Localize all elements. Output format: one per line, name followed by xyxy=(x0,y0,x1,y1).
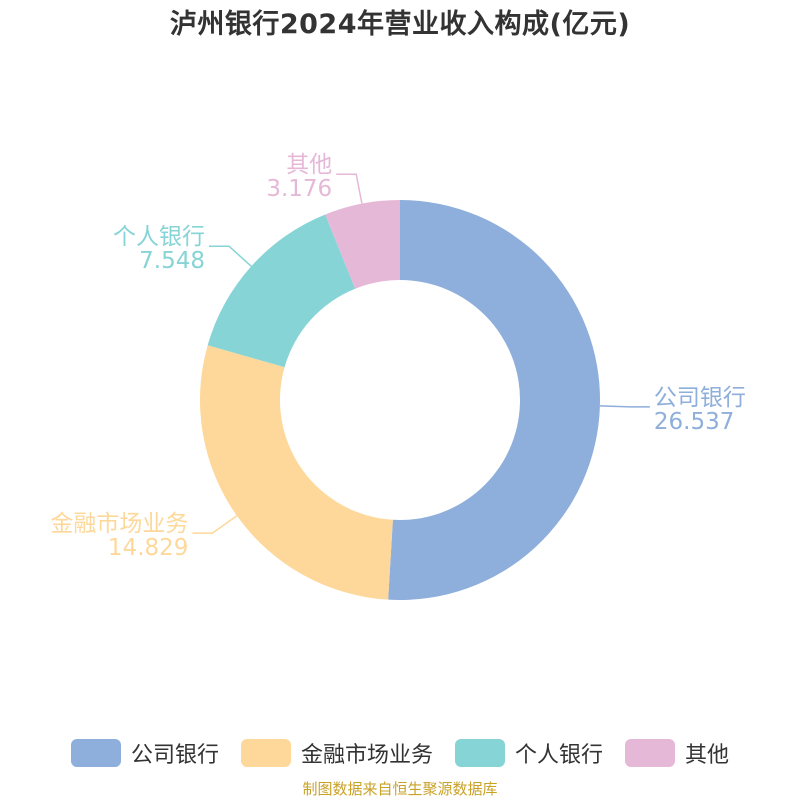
leader-line-3 xyxy=(208,245,252,267)
leader-lines-group xyxy=(192,173,650,534)
source-note: 制图数据来自恒生聚源数据库 xyxy=(302,780,498,798)
slice-4 xyxy=(325,200,400,289)
legend: 公司银行 金融市场业务 个人银行 其他 xyxy=(0,737,800,769)
slice-label-2: 金融市场业务 xyxy=(50,511,188,537)
legend-label-1: 公司银行 xyxy=(130,743,219,768)
leader-line-4 xyxy=(336,173,363,204)
legend-label-3: 个人银行 xyxy=(515,743,604,768)
slice-3 xyxy=(207,214,356,368)
slice-label-4: 其他 xyxy=(286,152,332,178)
slice-value-3: 7.548 xyxy=(139,248,205,274)
leader-line-1 xyxy=(599,405,650,408)
legend-item-4[interactable]: 其他 xyxy=(625,737,729,769)
slice-value-1: 26.537 xyxy=(654,409,734,435)
legend-item-3[interactable]: 个人银行 xyxy=(455,737,603,769)
slice-value-2: 14.829 xyxy=(108,535,188,561)
slice-2 xyxy=(199,345,393,600)
legend-item-2[interactable]: 金融市场业务 xyxy=(240,737,433,769)
chart-title: 泸州银行2024年营业收入构成(亿元) xyxy=(169,9,631,40)
slice-1 xyxy=(388,200,601,601)
legend-swatch-1 xyxy=(70,739,121,767)
slice-label-1: 公司银行 xyxy=(654,385,746,411)
leader-line-2 xyxy=(192,515,238,534)
legend-label-2: 金融市场业务 xyxy=(300,743,433,768)
slice-value-4: 3.176 xyxy=(266,176,332,202)
legend-label-4: 其他 xyxy=(685,743,730,768)
legend-swatch-4 xyxy=(625,739,676,767)
slice-label-3: 个人银行 xyxy=(113,224,205,250)
legend-item-1[interactable]: 公司银行 xyxy=(70,737,219,769)
legend-swatch-2 xyxy=(240,739,291,767)
legend-swatch-3 xyxy=(455,739,505,767)
slices-group xyxy=(199,200,601,601)
